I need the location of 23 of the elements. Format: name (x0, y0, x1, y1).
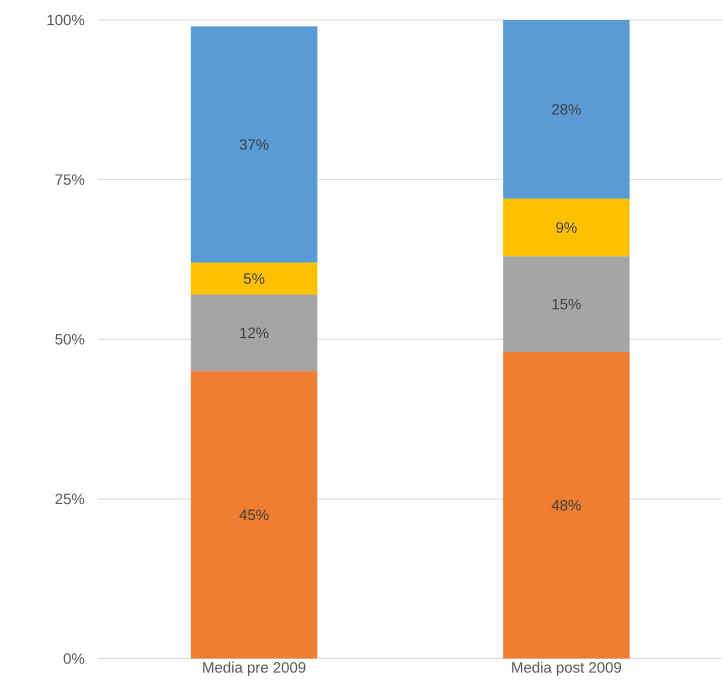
y-tick-label: 100% (48, 14, 84, 26)
bar (190, 262, 318, 295)
bar (190, 294, 318, 372)
data-label: 48% (552, 500, 581, 511)
data-label: 9% (556, 222, 577, 234)
y-tick-label: 50% (55, 334, 84, 345)
y-tick-label: 0% (64, 653, 84, 664)
data-label: 5% (244, 274, 264, 284)
data-label: 12% (240, 328, 269, 338)
data-label: 28% (552, 104, 581, 115)
bar (503, 352, 630, 659)
x-tick-label: Media post 2009 (512, 662, 622, 676)
data-label: 37% (240, 139, 269, 150)
bar (503, 199, 630, 256)
y-tick-label: 75% (56, 174, 84, 186)
data-label: 15% (552, 299, 581, 310)
x-tick-label: Media pre 2009 (203, 662, 306, 676)
data-label: 45% (239, 510, 269, 520)
bar (503, 256, 630, 352)
bar (503, 20, 630, 200)
bar (190, 371, 318, 659)
y-tick-label: 25% (55, 494, 84, 504)
bar (190, 26, 318, 263)
